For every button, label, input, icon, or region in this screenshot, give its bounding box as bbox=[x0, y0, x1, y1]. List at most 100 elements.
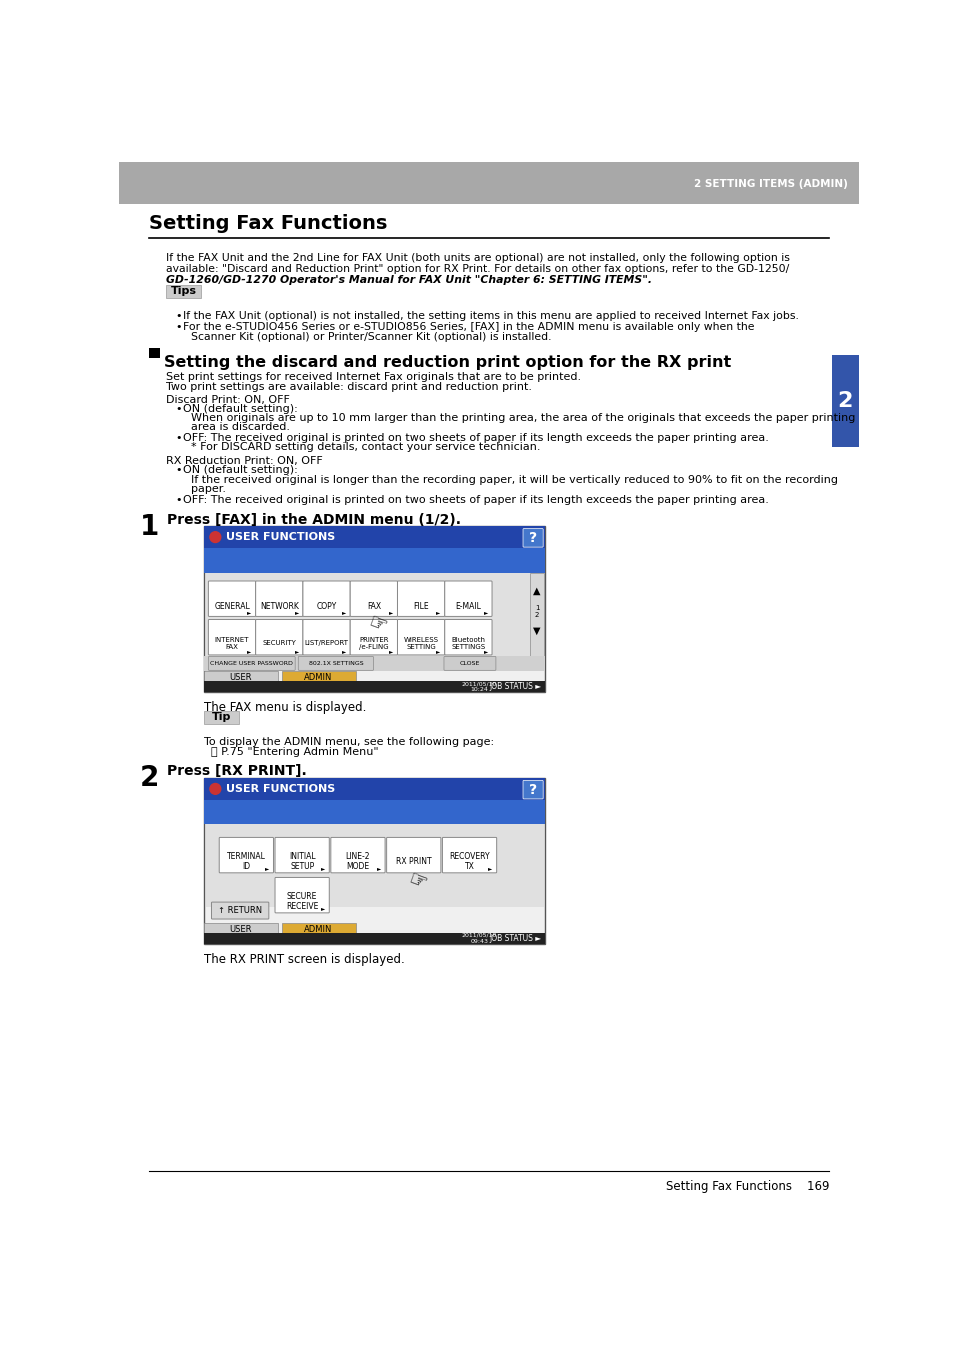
FancyBboxPatch shape bbox=[444, 581, 492, 616]
Text: ►: ► bbox=[389, 648, 393, 654]
FancyBboxPatch shape bbox=[282, 923, 355, 935]
Text: * For DISCARD setting details, contact your service technician.: * For DISCARD setting details, contact y… bbox=[191, 442, 539, 453]
Text: 2: 2 bbox=[837, 390, 852, 411]
Text: For the e-STUDIO456 Series or e-STUDIO856 Series, [FAX] in the ADMIN menu is ava: For the e-STUDIO456 Series or e-STUDIO85… bbox=[183, 322, 754, 331]
Text: Bluetooth
SETTINGS: Bluetooth SETTINGS bbox=[451, 636, 485, 650]
FancyBboxPatch shape bbox=[206, 573, 530, 655]
Text: USER: USER bbox=[230, 924, 252, 934]
FancyBboxPatch shape bbox=[166, 285, 201, 299]
Text: ►: ► bbox=[247, 611, 252, 615]
FancyBboxPatch shape bbox=[208, 620, 255, 655]
Text: INITIAL
SETUP: INITIAL SETUP bbox=[289, 851, 315, 871]
FancyBboxPatch shape bbox=[303, 581, 350, 616]
Text: PRINTER
/e-FLING: PRINTER /e-FLING bbox=[358, 636, 388, 650]
FancyBboxPatch shape bbox=[282, 671, 355, 682]
Text: area is discarded.: area is discarded. bbox=[191, 423, 290, 432]
Text: RX Reduction Print: ON, OFF: RX Reduction Print: ON, OFF bbox=[166, 457, 322, 466]
Text: •: • bbox=[174, 311, 181, 320]
Text: paper.: paper. bbox=[191, 484, 225, 494]
FancyBboxPatch shape bbox=[522, 781, 542, 798]
Text: ►: ► bbox=[320, 866, 325, 871]
FancyBboxPatch shape bbox=[206, 824, 543, 908]
Text: ►: ► bbox=[294, 648, 298, 654]
Text: ►: ► bbox=[294, 611, 298, 615]
Text: INTERNET
FAX: INTERNET FAX bbox=[214, 636, 249, 650]
Text: OFF: The received original is printed on two sheets of paper if its length excee: OFF: The received original is printed on… bbox=[183, 494, 768, 505]
Text: 802.1X SETTINGS: 802.1X SETTINGS bbox=[308, 661, 363, 666]
FancyBboxPatch shape bbox=[204, 934, 545, 943]
Text: 1
2: 1 2 bbox=[535, 604, 538, 617]
FancyBboxPatch shape bbox=[212, 902, 269, 919]
FancyBboxPatch shape bbox=[274, 877, 329, 913]
Text: SECURE
RECEIVE: SECURE RECEIVE bbox=[286, 892, 318, 911]
Text: ON (default setting):: ON (default setting): bbox=[183, 404, 297, 413]
Text: Two print settings are available: discard print and reduction print.: Two print settings are available: discar… bbox=[166, 381, 531, 392]
Text: CHANGE USER PASSWORD: CHANGE USER PASSWORD bbox=[210, 661, 293, 666]
Text: •: • bbox=[174, 494, 181, 505]
FancyBboxPatch shape bbox=[831, 354, 858, 447]
Text: •: • bbox=[174, 322, 181, 331]
FancyBboxPatch shape bbox=[274, 838, 329, 873]
Text: To display the ADMIN menu, see the following page:: To display the ADMIN menu, see the follo… bbox=[204, 738, 494, 747]
Text: ►: ► bbox=[341, 648, 346, 654]
FancyBboxPatch shape bbox=[303, 620, 350, 655]
FancyBboxPatch shape bbox=[208, 581, 255, 616]
Text: Scanner Kit (optional) or Printer/Scanner Kit (optional) is installed.: Scanner Kit (optional) or Printer/Scanne… bbox=[191, 331, 551, 342]
FancyBboxPatch shape bbox=[204, 711, 238, 724]
Text: ►: ► bbox=[389, 611, 393, 615]
Text: If the received original is longer than the recording paper, it will be vertical: If the received original is longer than … bbox=[191, 474, 837, 485]
Text: 2: 2 bbox=[140, 765, 159, 792]
Text: WIRELESS
SETTING: WIRELESS SETTING bbox=[403, 636, 438, 650]
FancyBboxPatch shape bbox=[204, 527, 545, 549]
Text: LIST/REPORT: LIST/REPORT bbox=[304, 640, 348, 646]
Text: RECOVERY
TX: RECOVERY TX bbox=[449, 851, 489, 871]
Text: FILE: FILE bbox=[413, 603, 429, 611]
Text: 2011/05/10
09:43: 2011/05/10 09:43 bbox=[461, 934, 497, 944]
Text: Discard Print: ON, OFF: Discard Print: ON, OFF bbox=[166, 394, 290, 405]
Text: ►: ► bbox=[483, 611, 487, 615]
Text: RX PRINT: RX PRINT bbox=[395, 857, 431, 866]
Text: Set print settings for received Internet Fax originals that are to be printed.: Set print settings for received Internet… bbox=[166, 373, 580, 382]
FancyBboxPatch shape bbox=[386, 838, 440, 873]
Text: TERMINAL
ID: TERMINAL ID bbox=[227, 851, 266, 871]
Text: available: "Discard and Reduction Print" option for RX Print. For details on oth: available: "Discard and Reduction Print"… bbox=[166, 263, 788, 274]
Text: E-MAIL: E-MAIL bbox=[455, 603, 481, 611]
FancyBboxPatch shape bbox=[204, 681, 545, 692]
FancyBboxPatch shape bbox=[119, 162, 858, 204]
Text: COPY: COPY bbox=[316, 603, 336, 611]
FancyBboxPatch shape bbox=[397, 581, 444, 616]
Text: ►: ► bbox=[436, 611, 440, 615]
Text: ADMIN: ADMIN bbox=[304, 673, 333, 682]
FancyBboxPatch shape bbox=[298, 657, 373, 670]
FancyBboxPatch shape bbox=[208, 657, 294, 670]
FancyBboxPatch shape bbox=[219, 838, 274, 873]
Circle shape bbox=[210, 532, 220, 543]
Text: Setting Fax Functions: Setting Fax Functions bbox=[149, 215, 387, 234]
Text: Tips: Tips bbox=[171, 286, 196, 296]
Text: USER: USER bbox=[230, 673, 252, 682]
Text: If the FAX Unit (optional) is not installed, the setting items in this menu are : If the FAX Unit (optional) is not instal… bbox=[183, 311, 798, 320]
Text: Tip: Tip bbox=[212, 712, 231, 723]
Text: SECURITY: SECURITY bbox=[262, 640, 296, 646]
Text: ?: ? bbox=[529, 531, 537, 544]
Text: Press [RX PRINT].: Press [RX PRINT]. bbox=[167, 765, 307, 778]
Text: ►: ► bbox=[488, 866, 492, 871]
FancyBboxPatch shape bbox=[397, 620, 444, 655]
FancyBboxPatch shape bbox=[204, 527, 545, 692]
FancyBboxPatch shape bbox=[530, 573, 543, 655]
Text: GENERAL: GENERAL bbox=[213, 603, 250, 611]
Text: ☞: ☞ bbox=[364, 612, 389, 638]
Text: GD-1260/GD-1270 Operator's Manual for FAX Unit "Chapter 6: SETTING ITEMS".: GD-1260/GD-1270 Operator's Manual for FA… bbox=[166, 274, 651, 285]
Text: ►: ► bbox=[265, 866, 269, 871]
Text: ►: ► bbox=[247, 648, 252, 654]
Text: ☞: ☞ bbox=[404, 869, 429, 894]
FancyBboxPatch shape bbox=[350, 620, 397, 655]
Text: ►: ► bbox=[483, 648, 487, 654]
Text: The FAX menu is displayed.: The FAX menu is displayed. bbox=[204, 701, 367, 715]
FancyBboxPatch shape bbox=[255, 620, 303, 655]
Text: •: • bbox=[174, 404, 181, 413]
FancyBboxPatch shape bbox=[204, 549, 545, 573]
Text: ►: ► bbox=[320, 907, 325, 912]
Text: ADMIN: ADMIN bbox=[304, 924, 333, 934]
Text: ►: ► bbox=[376, 866, 380, 871]
